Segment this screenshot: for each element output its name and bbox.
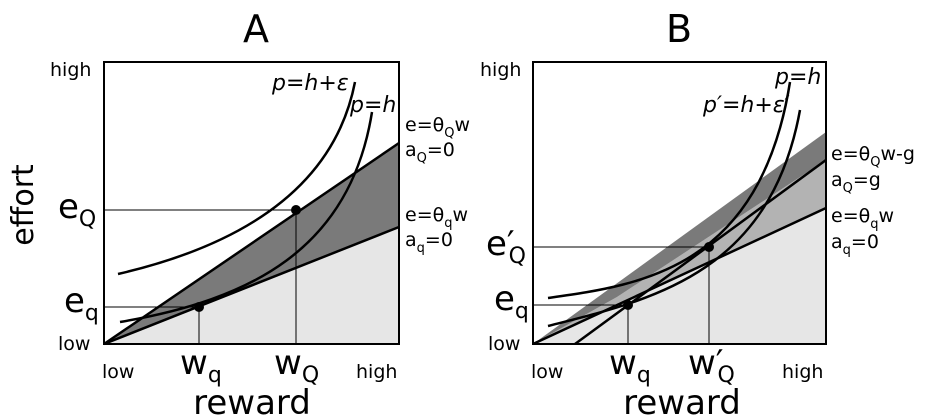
panel-b-y-high: high bbox=[480, 59, 521, 81]
panel-b-region-dark bbox=[533, 132, 826, 344]
panel-a-e-upper: eQ bbox=[58, 187, 96, 232]
panel-b-line-lower-eq: e=θqw bbox=[831, 205, 894, 232]
panel-a-curve-lower bbox=[119, 111, 374, 324]
panel-b-x-high: high bbox=[782, 361, 823, 383]
panel-a-line-lower bbox=[103, 225, 400, 346]
panel-b-y-low: low bbox=[488, 333, 520, 355]
panel-b-line-lower bbox=[532, 206, 827, 346]
panel-a-x-low: low bbox=[102, 361, 134, 383]
panel-a-x-high: high bbox=[356, 361, 397, 383]
panel-b-frame bbox=[532, 61, 827, 345]
panel-a-frame bbox=[103, 61, 400, 345]
panel-b-line-upper bbox=[574, 158, 827, 346]
panel-b-line-upper-a: aQ=g bbox=[831, 169, 881, 196]
panel-b-point-lower bbox=[623, 300, 633, 310]
panel-b-e-upper: e′Q bbox=[486, 224, 526, 269]
panel-a-curve-upper bbox=[117, 81, 357, 276]
panel-a-e-lower: eq bbox=[64, 281, 99, 326]
panel-b-w-lower: wq bbox=[609, 343, 651, 388]
panel-a-point-lower bbox=[194, 302, 204, 312]
panel-a-point-upper bbox=[291, 205, 301, 215]
panel-a-curve-lower-label: p=h bbox=[349, 93, 396, 118]
panel-a-xlabel: reward bbox=[193, 383, 311, 419]
panel-b-curve-lower bbox=[547, 109, 802, 328]
panel-b-point-upper bbox=[704, 242, 714, 252]
panel-a: A high low low high effort reward eQ eq … bbox=[6, 7, 470, 419]
panel-a-y-high: high bbox=[50, 59, 91, 81]
panel-a-w-upper: wQ bbox=[274, 343, 319, 388]
panel-a-curve-upper-label: p=h+ε bbox=[271, 71, 349, 96]
panel-a-ylabel: effort bbox=[6, 164, 41, 246]
panel-b: B high low low high reward e′Q eq wq w′Q bbox=[480, 7, 915, 419]
panel-a-line-upper-eq: e=θQw bbox=[405, 114, 470, 141]
panel-a-line-upper-a: aQ=0 bbox=[405, 139, 455, 166]
panel-b-xlabel: reward bbox=[623, 383, 741, 419]
panel-b-letter: B bbox=[666, 7, 692, 51]
panel-b-line-upper-eq: e=θQw-g bbox=[831, 143, 915, 170]
panel-b-curve-upper-label: p=h bbox=[774, 65, 821, 90]
panel-b-curve-upper bbox=[547, 81, 792, 300]
panel-a-line-upper bbox=[103, 141, 400, 346]
panel-a-line-lower-a: aq=0 bbox=[405, 229, 453, 256]
panel-b-e-lower: eq bbox=[494, 279, 529, 324]
panel-a-letter: A bbox=[243, 7, 269, 51]
panel-b-line-lower-a: aq=0 bbox=[831, 231, 879, 258]
panel-b-x-low: low bbox=[531, 361, 563, 383]
panel-a-w-lower: wq bbox=[180, 343, 222, 388]
panel-b-w-upper: w′Q bbox=[688, 343, 735, 388]
panel-a-line-lower-eq: e=θqw bbox=[405, 204, 468, 231]
panel-a-y-low: low bbox=[58, 333, 90, 355]
panel-b-curve-lower-label: p′=h+ε′ bbox=[702, 93, 790, 118]
